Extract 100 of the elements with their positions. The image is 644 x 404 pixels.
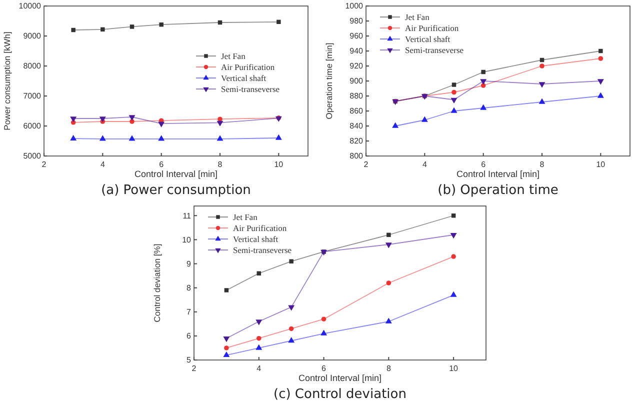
point xyxy=(538,98,546,104)
point xyxy=(385,318,392,324)
x-tick-label: 10 xyxy=(274,160,284,169)
y-tick-label: 8 xyxy=(186,283,192,292)
y-tick-label: 10 xyxy=(182,235,192,244)
point xyxy=(480,104,487,110)
point xyxy=(320,330,327,336)
point xyxy=(159,22,164,27)
legend-label: Semi-transeverse xyxy=(221,84,280,94)
x-tick-label: 4 xyxy=(100,160,106,169)
point xyxy=(71,28,76,32)
legend-label: Air Purification xyxy=(221,62,276,72)
point xyxy=(480,83,486,88)
y-tick-label: 800 xyxy=(350,152,364,161)
point xyxy=(452,90,456,95)
point xyxy=(386,232,391,237)
point xyxy=(598,48,603,54)
point xyxy=(289,259,294,264)
point xyxy=(451,254,456,259)
y-tick-label: 980 xyxy=(350,16,364,26)
y-tick-label: 9000 xyxy=(23,32,42,41)
point xyxy=(128,135,136,141)
point xyxy=(256,344,262,350)
point xyxy=(100,27,105,32)
point xyxy=(598,56,604,61)
point xyxy=(452,82,456,87)
x-tick-label: 6 xyxy=(481,160,486,169)
y-tick-label: 820 xyxy=(350,136,364,146)
y-tick-label: 960 xyxy=(350,32,364,41)
point xyxy=(70,134,77,140)
point xyxy=(224,288,229,292)
point xyxy=(256,320,262,326)
point xyxy=(540,64,544,68)
x-tick-label: 2 xyxy=(192,364,197,373)
point xyxy=(288,326,294,332)
y-axis-title: Operation time [min] xyxy=(324,42,334,120)
point xyxy=(256,336,262,341)
x-tick-label: 6 xyxy=(322,364,327,373)
y-tick-label: 920 xyxy=(350,62,364,71)
legend-label: Jet Fan xyxy=(233,212,258,222)
legend-label: Semi-transeverse xyxy=(233,244,292,255)
legend-label: Air Purification xyxy=(405,22,460,33)
y-tick-label: 880 xyxy=(350,92,364,101)
x-tick-label: 2 xyxy=(364,160,369,169)
x-tick-label: 8 xyxy=(386,364,392,373)
x-tick-label: 4 xyxy=(422,160,428,169)
x-tick-label: 4 xyxy=(256,364,262,373)
y-tick-label: 900 xyxy=(350,76,364,86)
point xyxy=(218,116,222,122)
point xyxy=(481,70,486,74)
y-tick-label: 6000 xyxy=(23,122,42,131)
x-tick-label: 10 xyxy=(449,364,459,373)
point xyxy=(597,92,604,98)
text: (b) Operation time xyxy=(438,183,558,198)
y-tick-label: 1000 xyxy=(345,2,364,11)
point xyxy=(99,135,106,141)
legend-label: Vertical shaft xyxy=(233,234,279,244)
point xyxy=(386,280,392,286)
x-tick-label: 10 xyxy=(596,160,606,169)
x-tick-label: 2 xyxy=(42,160,47,169)
point xyxy=(597,79,604,85)
point xyxy=(480,79,487,85)
point xyxy=(128,115,136,121)
point xyxy=(276,20,281,24)
y-tick-label: 940 xyxy=(350,46,364,56)
y-tick-label: 5 xyxy=(186,356,192,365)
x-tick-label: 8 xyxy=(218,160,223,169)
point xyxy=(288,305,295,311)
point xyxy=(450,107,458,113)
text: (a) Power consumption xyxy=(101,183,251,198)
y-tick-label: 5000 xyxy=(23,152,42,161)
point xyxy=(450,98,458,104)
point xyxy=(450,291,457,297)
y-tick-label: 11 xyxy=(182,211,192,220)
y-tick-label: 860 xyxy=(350,106,364,116)
y-tick-label: 7000 xyxy=(23,92,42,101)
x-tick-label: 6 xyxy=(159,160,164,169)
point xyxy=(158,122,165,128)
y-tick-label: 10000 xyxy=(18,2,42,11)
y-tick-label: 840 xyxy=(350,122,364,131)
y-tick-label: 6 xyxy=(186,332,192,341)
point xyxy=(450,233,457,239)
point xyxy=(70,116,77,122)
x-axis-title: Control Interval [min] xyxy=(456,169,540,179)
point xyxy=(288,337,295,343)
point xyxy=(158,135,165,141)
point xyxy=(538,82,546,88)
point xyxy=(216,120,224,126)
x-tick-label: 8 xyxy=(540,160,545,169)
point xyxy=(216,135,224,141)
y-tick-label: 7 xyxy=(186,308,192,317)
legend-label: Air Purification xyxy=(233,222,288,233)
point xyxy=(99,116,106,122)
point xyxy=(321,316,326,322)
legend-label: Semi-transeverse xyxy=(405,44,464,55)
text: (c) Control deviation xyxy=(274,387,406,402)
point xyxy=(223,351,230,358)
y-tick-label: 9 xyxy=(186,259,192,268)
point xyxy=(421,116,428,122)
point xyxy=(275,134,282,140)
